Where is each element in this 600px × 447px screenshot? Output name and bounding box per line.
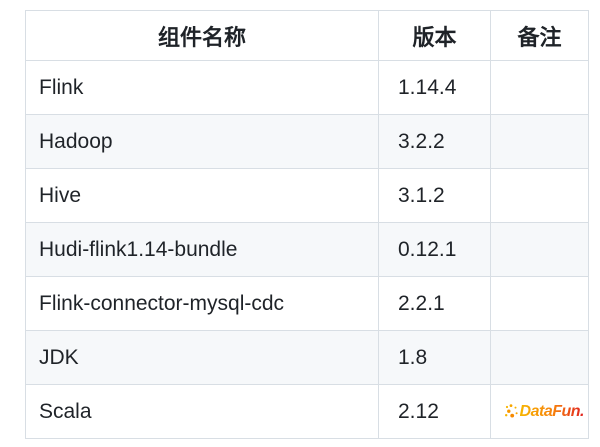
component-cell: Scala	[25, 384, 379, 439]
datafun-watermark: DataFun.	[504, 402, 585, 421]
note-cell	[490, 276, 589, 331]
table-row: Hive 3.1.2	[25, 168, 589, 223]
header-row: 组件名称 版本 备注	[25, 10, 589, 61]
note-cell	[490, 114, 589, 169]
column-header-note: 备注	[490, 10, 589, 61]
note-cell	[490, 168, 589, 223]
component-cell: Hadoop	[25, 114, 379, 169]
version-cell: 1.14.4	[378, 60, 491, 115]
note-cell	[490, 330, 589, 385]
table-row: Hadoop 3.2.2	[25, 114, 589, 169]
version-cell: 2.12	[378, 384, 491, 439]
note-cell	[490, 222, 589, 277]
column-header-version: 版本	[378, 10, 491, 61]
component-cell: Flink	[25, 60, 379, 115]
table-row: JDK 1.8	[25, 330, 589, 385]
note-cell: DataFun.	[490, 384, 589, 439]
table-row: Scala 2.12	[25, 384, 589, 439]
note-cell	[490, 60, 589, 115]
table-row: Flink-connector-mysql-cdc 2.2.1	[25, 276, 589, 331]
column-header-component-name: 组件名称	[25, 10, 379, 61]
table-row: Flink 1.14.4	[25, 60, 589, 115]
version-cell: 1.8	[378, 330, 491, 385]
datafun-logo-text: DataFun.	[519, 402, 585, 420]
component-cell: Flink-connector-mysql-cdc	[25, 276, 379, 331]
sparkle-dots-icon	[504, 404, 518, 418]
version-cell: 2.2.1	[378, 276, 491, 331]
component-cell: JDK	[25, 330, 379, 385]
component-version-table: 组件名称 版本 备注 Flink 1.14.4 Hadoop 3.2.2 Hiv…	[25, 10, 589, 439]
component-cell: Hudi-flink1.14-bundle	[25, 222, 379, 277]
version-cell: 3.1.2	[378, 168, 491, 223]
table-row: Hudi-flink1.14-bundle 0.12.1	[25, 222, 589, 277]
version-cell: 3.2.2	[378, 114, 491, 169]
version-cell: 0.12.1	[378, 222, 491, 277]
component-cell: Hive	[25, 168, 379, 223]
